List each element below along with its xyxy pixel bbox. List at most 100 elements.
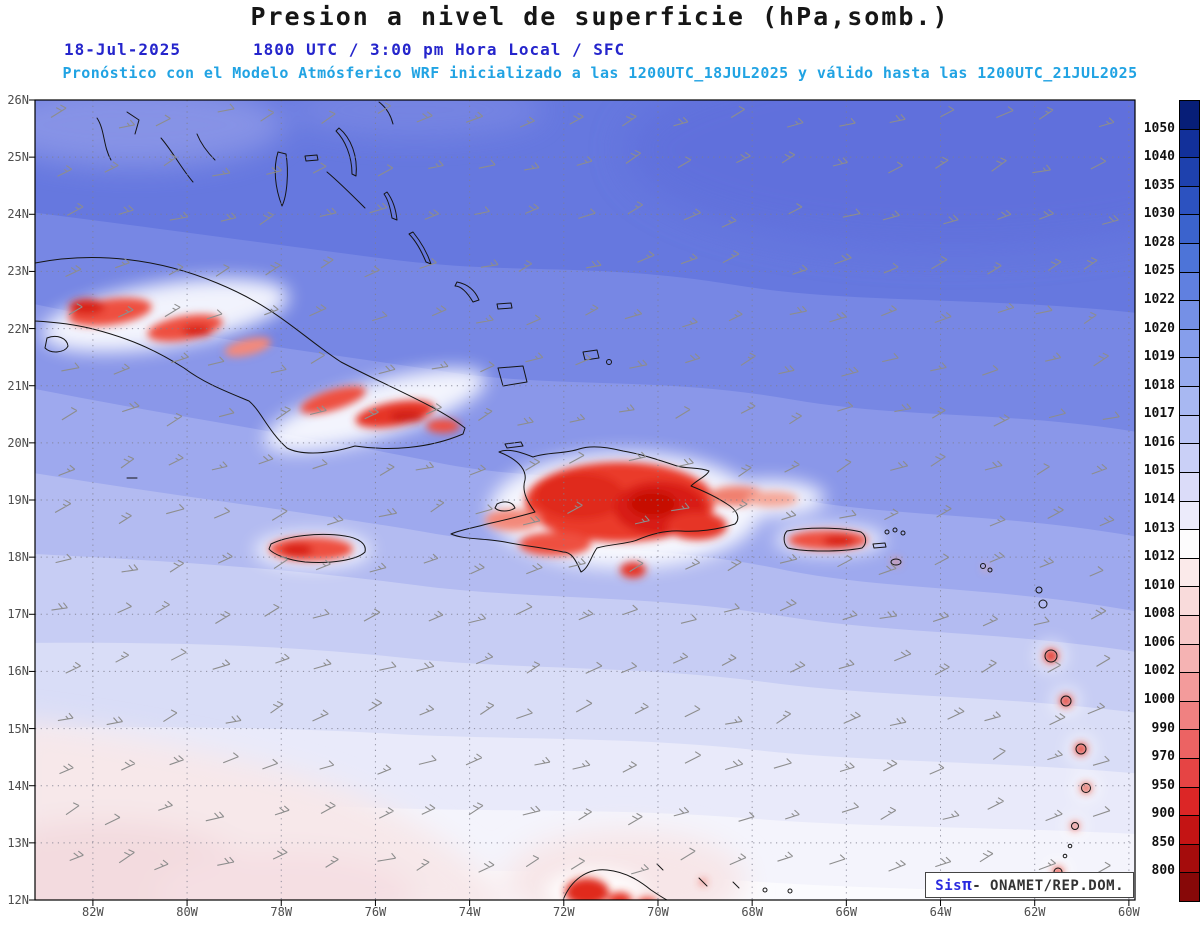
pi-symbol: π <box>962 875 973 894</box>
longitude-axis: 82W 80W 78W 76W 74W 72W 70W 68W 66W 64W 62W 60W <box>35 903 1140 921</box>
colorbar-value-label: 1015 <box>1143 463 1175 479</box>
gridlines <box>35 100 1135 900</box>
colorbar-value-label: 1025 <box>1143 263 1175 279</box>
coastline-andros <box>274 151 288 207</box>
lat-tick-label: 24N <box>7 207 29 222</box>
colorbar-cell <box>1180 786 1199 816</box>
coastline-guajira <box>562 869 668 900</box>
colorbar-value-label: 1014 <box>1143 492 1175 507</box>
colorbar-cell <box>1180 300 1199 329</box>
coastline-eleuthera <box>335 127 357 177</box>
colorbar-cell <box>1180 758 1199 787</box>
map-area: 26N 25N 24N 23N 22N 21N 20N 19N 18N 17N 16N 15N 14N 1… <box>7 93 1139 919</box>
colorbar-cell <box>1180 815 1199 844</box>
coastline-antigua <box>1038 599 1048 609</box>
coastline-gonave <box>494 501 516 512</box>
credit-text: - ONAMET/REP.DOM. <box>972 878 1124 894</box>
lon-tick-label: 74W <box>458 905 481 919</box>
coastline-guadeloupe <box>1044 649 1058 663</box>
pressure-field-map <box>29 99 1136 906</box>
colorbar-value-label: 1019 <box>1143 349 1175 365</box>
pressure-shading-field <box>35 100 1135 900</box>
lat-tick-label: 21N <box>7 378 29 393</box>
lat-tick-label: 26N <box>7 93 29 107</box>
coastlines <box>35 101 1091 900</box>
coastline-hispaniola <box>450 446 739 573</box>
lat-tick-label: 22N <box>7 321 29 336</box>
wind-barb-glyphs <box>50 102 1120 875</box>
colorbar-cell <box>1180 471 1199 501</box>
colorbar-value-label: 950 <box>1151 777 1175 793</box>
colorbar-scale <box>1179 100 1200 902</box>
coastline-virgin-1 <box>884 529 890 535</box>
coastline-cuba <box>35 257 466 454</box>
colorbar-value-label: 900 <box>1151 806 1175 822</box>
coastline-bimini <box>96 117 112 161</box>
coastline-bahama-bank-1 <box>126 111 140 135</box>
colorbar-value-label: 1050 <box>1143 120 1175 136</box>
lat-tick-label: 19N <box>7 493 29 507</box>
lat-tick-label: 18N <box>7 550 29 565</box>
colorbar-value-label: 1008 <box>1143 606 1175 622</box>
coastline-mayaguana <box>496 302 513 310</box>
colorbar-value-label: 1040 <box>1143 149 1175 165</box>
colorbar-value-label: 1017 <box>1143 406 1175 422</box>
colorbar-cell <box>1180 700 1199 730</box>
coastline-st-vincent <box>1071 822 1079 830</box>
lat-tick-label: 17N <box>7 607 29 622</box>
lon-tick-label: 68W <box>741 905 763 919</box>
colorbar-value-label: 1000 <box>1143 692 1175 707</box>
colorbar-cell <box>1180 128 1199 158</box>
colorbar-cell <box>1180 386 1199 415</box>
lon-tick-label: 80W <box>176 905 198 919</box>
coastline-isla-juventud <box>44 335 69 353</box>
lon-tick-label: 62W <box>1023 905 1046 919</box>
colorbar-value-label: 1016 <box>1143 434 1175 450</box>
coastline-st-barth <box>987 567 993 573</box>
wind-barbs <box>50 102 1120 875</box>
lon-tick-label: 78W <box>270 905 293 919</box>
coastline-long-island <box>408 231 432 265</box>
colorbar-cell <box>1180 357 1199 387</box>
colorbar-cell <box>1180 586 1199 615</box>
coastline-bahama-bank-3 <box>196 133 216 161</box>
lat-tick-label: 12N <box>7 893 29 907</box>
sis-logo: Sis <box>935 878 963 894</box>
chart-title: Presion a nivel de superficie (hPa,somb.… <box>250 2 950 31</box>
coastline-inagua <box>497 365 528 387</box>
coastline-tortue <box>504 441 524 449</box>
coastline-grenadine-1 <box>1067 843 1073 849</box>
forecast-date: 18-Jul-2025 <box>64 40 181 59</box>
coastline-bonaire <box>732 881 740 889</box>
forecast-time: 1800 UTC / 3:00 pm Hora Local / SFC <box>253 40 626 59</box>
coastline-crooked <box>454 281 480 303</box>
colorbar-value-label: 1035 <box>1143 177 1175 193</box>
coastline-puerto-rico <box>783 527 867 552</box>
lat-tick-label: 23N <box>7 264 29 279</box>
colorbar-cell <box>1180 185 1199 215</box>
coastline-virgin-3 <box>900 530 906 536</box>
coastline-martinique <box>1075 743 1087 755</box>
colorbar-value-label: 800 <box>1151 863 1175 879</box>
coastline-virgin-2 <box>892 527 898 533</box>
coastline-barbuda <box>1035 586 1043 594</box>
lat-tick-label: 13N <box>7 835 29 850</box>
colorbar-cell <box>1180 157 1199 186</box>
coastline-dominica <box>1060 695 1072 707</box>
coastline-los-roques-2 <box>787 888 793 894</box>
colorbar-value-label: 1013 <box>1143 520 1175 536</box>
lat-tick-label: 20N <box>7 435 29 450</box>
coastline-grenadine-2 <box>1062 853 1068 859</box>
datetime-line: 18-Jul-2025 1800 UTC / 3:00 pm Hora Loca… <box>0 40 1200 60</box>
colorbar-cell <box>1180 872 1199 902</box>
credit-box: Sisπ- ONAMET/REP.DOM. <box>925 872 1134 898</box>
lon-tick-label: 66W <box>835 905 858 919</box>
colorbar-cell <box>1180 243 1199 272</box>
colorbar-value-label: 990 <box>1151 720 1175 736</box>
coastline-grand-turk <box>606 359 612 365</box>
lon-tick-label: 82W <box>82 905 104 919</box>
colorbar-cell <box>1180 529 1199 558</box>
lon-tick-label: 60W <box>1118 905 1140 919</box>
coastline-curacao <box>698 877 708 887</box>
